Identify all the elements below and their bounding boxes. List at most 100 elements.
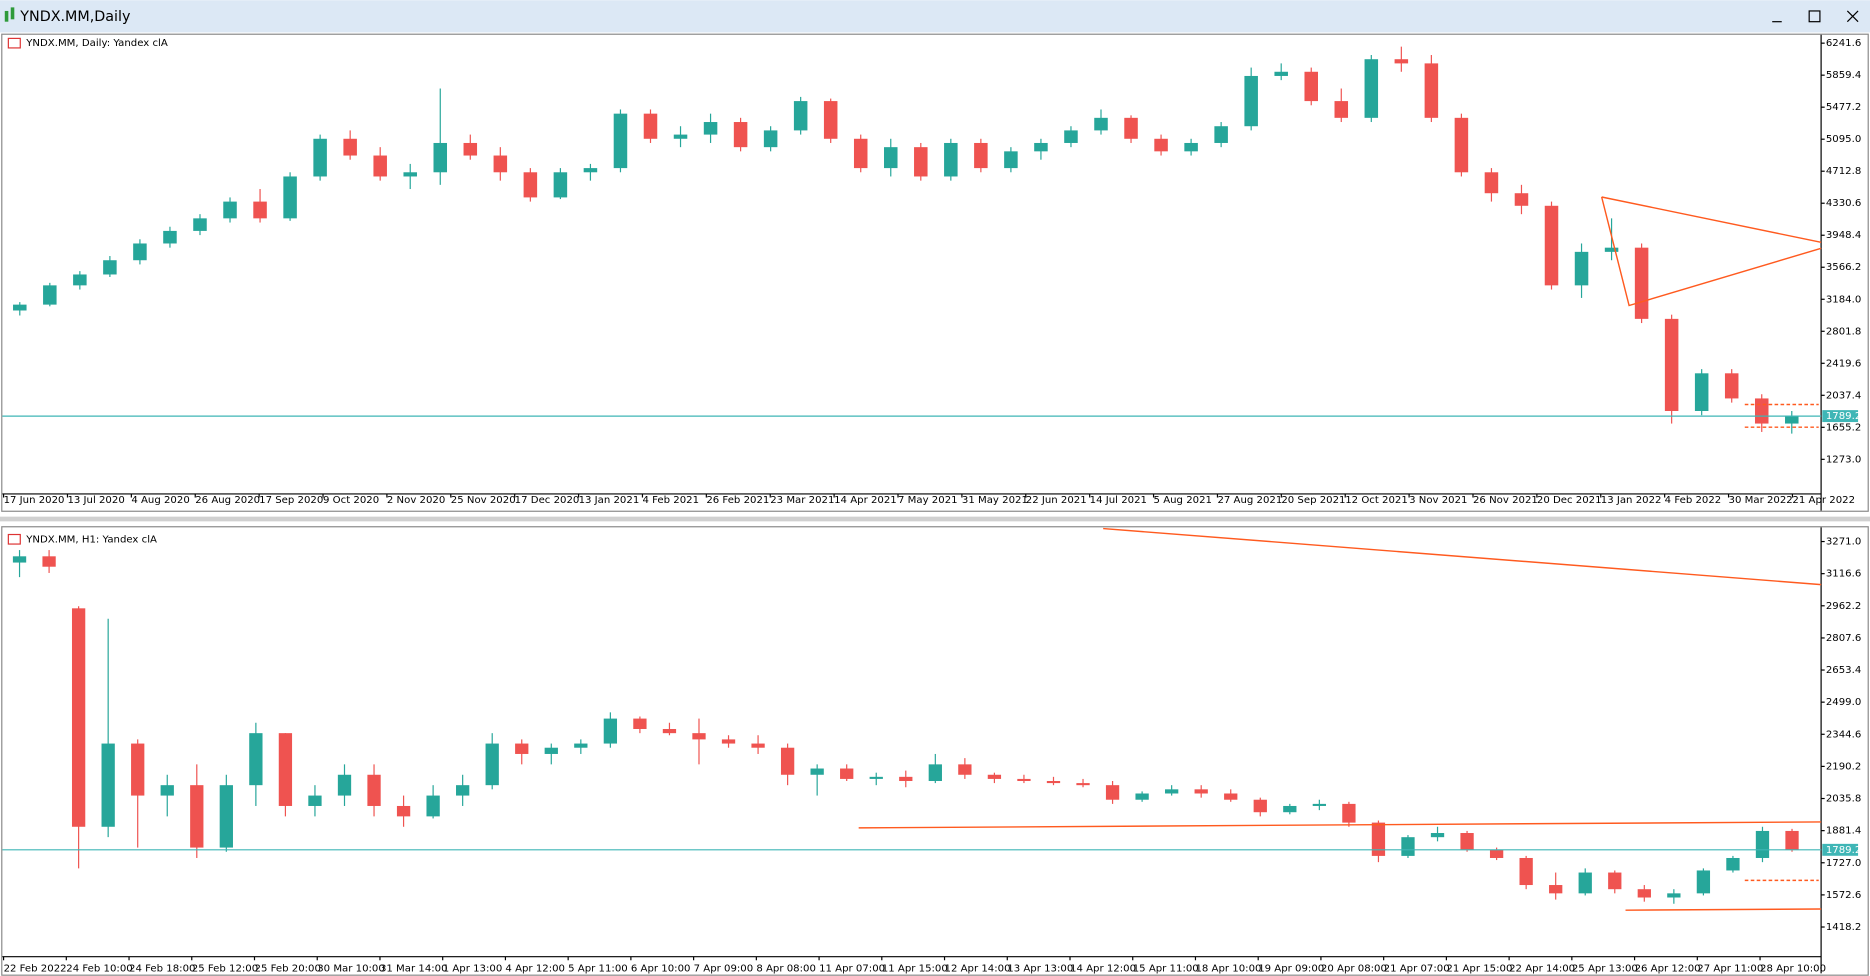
candle-body <box>1105 785 1120 800</box>
candle-body <box>1046 781 1061 784</box>
x-tick-label: 13 Jul 2020 <box>67 495 124 506</box>
x-tick-label: 11 Apr 07:00 <box>819 964 885 975</box>
chart-label: YNDX.MM, H1: Yandex clA <box>25 534 157 545</box>
candle-body <box>793 101 808 131</box>
candle-body <box>914 147 928 177</box>
candle-body <box>219 785 233 848</box>
candle-body <box>583 168 598 173</box>
x-tick-label: 4 Feb 2022 <box>1665 495 1722 506</box>
x-tick-label: 20 Apr 08:00 <box>1321 964 1387 975</box>
candle-body <box>463 142 478 156</box>
candle-body <box>160 785 174 796</box>
candle-body <box>193 218 207 231</box>
candle-body <box>673 134 688 139</box>
candle-body <box>1334 101 1349 118</box>
candle-body <box>1394 59 1409 64</box>
candle-body <box>485 743 499 786</box>
candle-body <box>721 739 736 744</box>
candle-body <box>1578 872 1592 894</box>
x-tick-label: 25 Nov 2020 <box>451 495 516 506</box>
x-tick-label: 20 Dec 2021 <box>1537 495 1602 506</box>
close-button[interactable] <box>1846 10 1859 23</box>
x-tick-label: 2 Nov 2020 <box>387 495 445 506</box>
x-tick-label: 26 Aug 2020 <box>195 495 260 506</box>
candle-body <box>1484 172 1499 194</box>
candle-body <box>662 728 677 734</box>
maximize-button[interactable] <box>1808 10 1821 23</box>
candle-body <box>1214 126 1228 143</box>
y-tick-label: 2499.0 <box>1826 697 1861 708</box>
y-tick-label: 5859.4 <box>1826 70 1861 81</box>
x-tick-label: 1 Apr 13:00 <box>443 964 503 975</box>
candle-body <box>987 774 1002 779</box>
x-tick-label: 21 Apr 2022 <box>1792 495 1855 506</box>
candle-body <box>283 176 297 219</box>
x-tick-label: 25 Feb 20:00 <box>255 964 321 975</box>
candle-body <box>337 774 352 796</box>
x-tick-label: 5 Aug 2021 <box>1154 495 1212 506</box>
x-tick-label: 23 Mar 2021 <box>770 495 834 506</box>
y-tick-label: 3116.6 <box>1826 569 1861 580</box>
y-tick-label: 1655.2 <box>1826 422 1861 433</box>
candle-body <box>633 718 647 729</box>
y-tick-label: 2190.2 <box>1826 761 1861 772</box>
candle-body <box>1549 885 1563 894</box>
x-tick-label: 26 Feb 2021 <box>706 495 769 506</box>
y-tick-label: 5095.0 <box>1826 134 1861 145</box>
candle-body <box>1184 142 1198 152</box>
y-tick-label: 6241.6 <box>1826 38 1861 49</box>
candle-body <box>763 130 778 148</box>
candle-body <box>1312 803 1327 806</box>
candle-body <box>426 795 440 817</box>
candle-body <box>1724 373 1739 399</box>
x-tick-label: 7 May 2021 <box>898 495 958 506</box>
x-tick-label: 20 Sep 2021 <box>1281 495 1345 506</box>
candle-body <box>692 733 706 740</box>
candle-body <box>1460 833 1474 850</box>
chart-icon <box>7 533 21 545</box>
candle-body <box>1785 830 1799 850</box>
candle-body <box>373 155 387 177</box>
x-tick-label: 18 Apr 10:00 <box>1195 964 1261 975</box>
candle-body <box>1608 872 1622 890</box>
x-tick-label: 22 Feb 2022 <box>4 964 67 975</box>
x-tick-label: 24 Feb 18:00 <box>129 964 195 975</box>
y-tick-label: 3566.2 <box>1826 262 1861 273</box>
y-tick-label: 2807.6 <box>1826 633 1861 644</box>
candle-body <box>574 743 588 748</box>
candle-body <box>523 172 538 198</box>
y-tick-label: 1881.4 <box>1826 826 1861 837</box>
last-price-label: 1789.2 <box>1826 845 1861 856</box>
trend-line <box>1103 527 1822 586</box>
y-tick-label: 2419.6 <box>1826 358 1861 369</box>
y-tick-label: 3948.4 <box>1826 230 1861 241</box>
candle-body <box>515 743 529 754</box>
candle-body <box>456 785 470 796</box>
candle-body <box>1244 75 1258 127</box>
candle-body <box>1755 830 1770 858</box>
x-tick-label: 13 Jan 2022 <box>1601 495 1662 506</box>
candle-body <box>1064 130 1078 143</box>
candle-body <box>1696 870 1711 894</box>
candle-body <box>131 743 145 796</box>
daily-panel: YNDX.MM, Daily: Yandex clA 6241.6 5859.4 54… <box>2 34 1861 511</box>
candle-body <box>1224 793 1238 800</box>
candle-body <box>1694 373 1709 412</box>
chart-label: YNDX.MM, Daily: Yandex clA <box>25 38 168 49</box>
x-tick-label: 17 Jun 2020 <box>4 495 65 506</box>
title-bar <box>0 0 1870 33</box>
x-tick-label: 17 Dec 2020 <box>515 495 580 506</box>
x-tick-label: 27 Apr 11:00 <box>1697 964 1763 975</box>
candle-body <box>869 776 883 779</box>
candle-body <box>249 733 263 786</box>
y-tick-label: 2653.4 <box>1826 665 1861 676</box>
candle-body <box>253 201 267 219</box>
candle-body <box>1094 117 1108 131</box>
x-tick-label: 24 Feb 10:00 <box>66 964 132 975</box>
x-tick-label: 25 Feb 12:00 <box>192 964 258 975</box>
candle-body <box>71 608 86 827</box>
y-tick-label: 2035.8 <box>1826 794 1861 805</box>
candle-body <box>1637 889 1651 898</box>
y-tick-label: 2344.6 <box>1826 729 1861 740</box>
